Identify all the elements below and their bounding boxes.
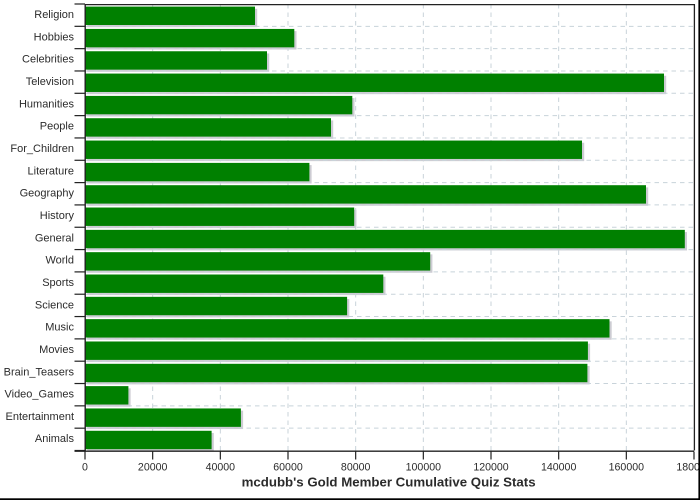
svg-text:mcdubb's Gold Member Cumulativ: mcdubb's Gold Member Cumulative Quiz Sta… — [242, 475, 536, 490]
svg-text:180000: 180000 — [676, 462, 700, 474]
svg-text:General: General — [35, 232, 74, 244]
svg-text:Television: Television — [26, 76, 74, 88]
svg-text:Celebrities: Celebrities — [22, 54, 74, 66]
svg-text:Literature: Literature — [28, 165, 74, 177]
svg-text:People: People — [40, 121, 74, 133]
svg-text:140000: 140000 — [541, 462, 576, 474]
svg-text:20000: 20000 — [138, 462, 168, 474]
svg-text:Religion: Religion — [34, 9, 74, 21]
svg-text:Hobbies: Hobbies — [34, 31, 75, 43]
svg-text:0: 0 — [82, 462, 88, 474]
svg-text:80000: 80000 — [341, 462, 371, 474]
svg-text:40000: 40000 — [206, 462, 236, 474]
svg-text:Brain_Teasers: Brain_Teasers — [4, 366, 75, 378]
svg-text:120000: 120000 — [473, 462, 508, 474]
svg-text:100000: 100000 — [406, 462, 441, 474]
svg-text:160000: 160000 — [609, 462, 644, 474]
svg-text:Entertainment: Entertainment — [6, 411, 74, 423]
svg-text:Music: Music — [45, 322, 74, 334]
svg-text:Geography: Geography — [20, 188, 75, 200]
svg-text:For_Children: For_Children — [10, 143, 74, 155]
svg-text:Sports: Sports — [42, 277, 74, 289]
svg-text:Movies: Movies — [39, 344, 74, 356]
svg-text:Science: Science — [35, 299, 74, 311]
svg-text:Video_Games: Video_Games — [4, 389, 74, 401]
svg-text:60000: 60000 — [273, 462, 303, 474]
svg-text:Humanities: Humanities — [19, 98, 75, 110]
svg-text:History: History — [40, 210, 75, 222]
svg-text:Animals: Animals — [35, 433, 75, 445]
svg-text:World: World — [45, 255, 74, 267]
